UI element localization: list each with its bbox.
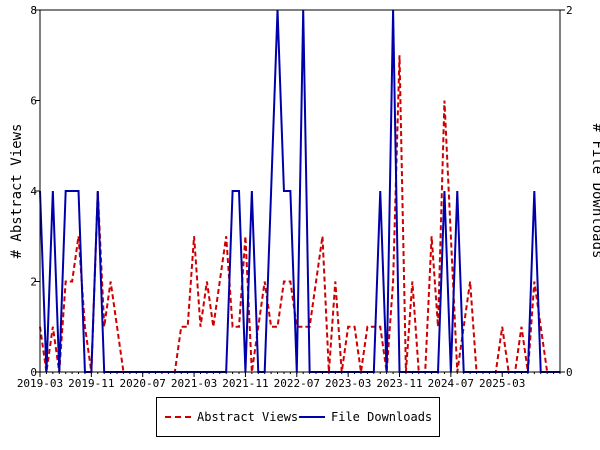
left-tick-label: 8 <box>30 4 37 17</box>
x-tick-label: 2019-03 <box>17 377 63 390</box>
x-tick-label: 2021-03 <box>171 377 217 390</box>
legend: Abstract Views File Downloads <box>156 397 440 437</box>
legend-swatch-abstract-views <box>165 416 191 418</box>
left-y-axis: 0 2 4 6 8 <box>30 4 40 379</box>
right-tick-label: 2 <box>566 4 573 17</box>
x-axis: 2019-03 2019-11 2020-07 2021-03 2021-11 2022-… <box>17 372 561 390</box>
x-tick-label: 2023-03 <box>325 377 371 390</box>
left-axis-title: # Abstract Views <box>9 124 25 259</box>
legend-label-file-downloads: File Downloads <box>331 410 433 424</box>
x-tick-label: 2020-07 <box>120 377 166 390</box>
right-axis-title: # File Downloads <box>589 124 600 259</box>
series-layer <box>39 9 560 373</box>
x-tick-label: 2023-11 <box>376 377 422 390</box>
x-tick-label: 2024-07 <box>428 377 474 390</box>
left-tick-label: 2 <box>30 276 37 289</box>
right-y-axis: 02 <box>560 4 573 379</box>
x-tick-label: 2025-03 <box>479 377 525 390</box>
plot-frame <box>39 9 561 373</box>
legend-swatch-file-downloads <box>299 416 325 418</box>
right-tick-label: 0 <box>566 366 573 379</box>
legend-item-file-downloads: File Downloads <box>299 410 432 424</box>
left-tick-label: 0 <box>30 366 37 379</box>
x-tick-label: 2022-07 <box>274 377 320 390</box>
left-tick-label: 4 <box>30 185 37 198</box>
left-tick-label: 6 <box>30 95 37 108</box>
x-tick-label: 2019-11 <box>68 377 114 390</box>
series-line-file-downloads <box>39 9 560 373</box>
legend-label-abstract-views: Abstract Views <box>197 410 299 424</box>
legend-item-abstract-views: Abstract Views <box>165 410 298 424</box>
x-tick-label: 2021-11 <box>222 377 268 390</box>
